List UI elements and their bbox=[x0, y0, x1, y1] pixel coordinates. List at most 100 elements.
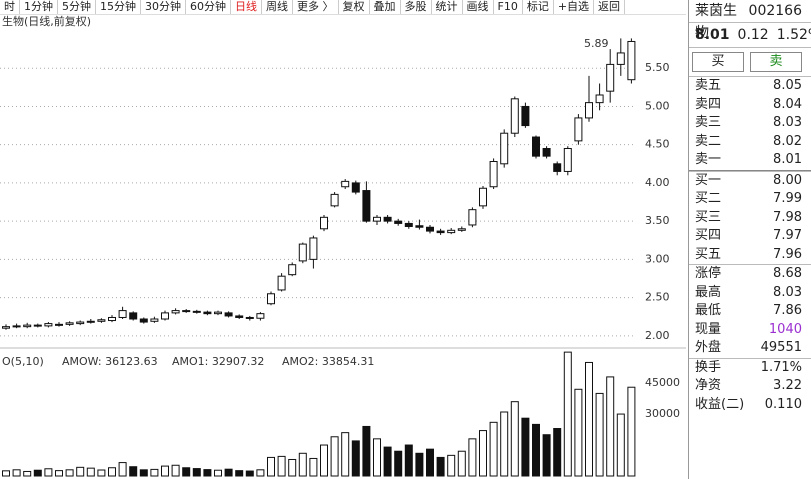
volume-bar bbox=[76, 466, 85, 477]
candle-body bbox=[256, 313, 265, 319]
quote-value: 7.99 bbox=[773, 191, 802, 206]
toolbar-item[interactable]: 统计 bbox=[432, 0, 463, 14]
toolbar-item[interactable]: 画线 bbox=[463, 0, 494, 14]
volume-bar bbox=[606, 376, 615, 477]
volume-bar bbox=[426, 448, 434, 477]
volume-bar bbox=[436, 456, 445, 477]
candle-body bbox=[383, 216, 392, 222]
quote-label: 最低 bbox=[695, 303, 722, 318]
toolbar-item[interactable]: 叠加 bbox=[370, 0, 401, 14]
volume-bar bbox=[182, 467, 191, 477]
candle-body bbox=[510, 98, 519, 134]
volume-bar bbox=[277, 455, 286, 477]
toolbar-item[interactable]: +自选 bbox=[554, 0, 595, 14]
order-book: 卖五 8.05 卖四 8.04 卖三 8.03 卖二 8.02 卖一 8.01 买一 8.00 买二 7.… bbox=[689, 76, 811, 414]
quote-label: 卖一 bbox=[695, 152, 722, 167]
indicator-value: AMO1: 32907.32 bbox=[172, 355, 264, 368]
candle-body bbox=[341, 180, 350, 188]
quote-row: 买五 7.96 bbox=[689, 246, 811, 265]
candle-body bbox=[55, 323, 63, 326]
toolbar-item[interactable]: 5分钟 bbox=[58, 0, 96, 14]
candle-body bbox=[76, 321, 85, 325]
candle-body bbox=[129, 312, 138, 320]
toolbar-item[interactable]: 15分钟 bbox=[96, 0, 141, 14]
candle-body bbox=[298, 243, 307, 262]
quote-value: 8.01 bbox=[773, 152, 802, 167]
volume-bar bbox=[161, 465, 169, 477]
volume-bar bbox=[171, 464, 180, 477]
candle-body bbox=[351, 182, 360, 193]
chart: 生物(日线,前复权) 5.89 2.00 2.50 3.00 3.50 4.00 4.50… bbox=[0, 14, 686, 477]
candle-body bbox=[362, 190, 371, 222]
indicator-value: AMO2: 33854.31 bbox=[282, 355, 374, 368]
y-tick-label: 45000 bbox=[645, 376, 680, 389]
candle-body bbox=[574, 117, 583, 142]
toolbar-item[interactable]: 时 bbox=[0, 0, 20, 14]
candle-body bbox=[161, 312, 169, 320]
toolbar-item[interactable]: 日线 bbox=[231, 0, 262, 14]
volume-bar bbox=[447, 454, 456, 477]
quote-label: 买三 bbox=[695, 209, 722, 225]
toolbar-item[interactable]: 更多 〉 bbox=[293, 0, 339, 14]
candle-body bbox=[500, 132, 509, 165]
candle-body bbox=[277, 275, 286, 291]
candle-body bbox=[489, 161, 498, 188]
toolbar-item[interactable]: 1分钟 bbox=[20, 0, 58, 14]
quote-label: 卖五 bbox=[695, 78, 722, 93]
candle-body bbox=[532, 136, 540, 157]
y-tick-label: 3.00 bbox=[645, 252, 670, 265]
candle-body bbox=[203, 311, 212, 315]
volume-bar bbox=[129, 466, 138, 477]
quote-value: 8.04 bbox=[773, 96, 802, 112]
volume-bar bbox=[394, 450, 403, 477]
volume-bar bbox=[55, 470, 63, 477]
quote-row: 买四 7.97 bbox=[689, 227, 811, 246]
quote-value: 8.05 bbox=[773, 78, 802, 93]
volume-bar bbox=[97, 469, 106, 477]
toolbar-item[interactable]: 周线 bbox=[262, 0, 293, 14]
volume-bar bbox=[479, 430, 487, 477]
volume-bar bbox=[288, 458, 297, 477]
y-tick-label: 5.00 bbox=[645, 99, 670, 112]
buy-button[interactable]: 买 bbox=[692, 52, 744, 72]
volume-bar bbox=[320, 444, 328, 477]
candle-body bbox=[23, 324, 32, 328]
volume-bar bbox=[351, 440, 360, 477]
indicator-value: AMOW: 36123.63 bbox=[62, 355, 158, 368]
annotation: 5.89 bbox=[584, 37, 609, 50]
volume-bar bbox=[203, 469, 212, 477]
quote-value: 8.68 bbox=[773, 266, 802, 281]
price: 8.01 bbox=[695, 27, 730, 43]
toolbar-item[interactable]: 多股 bbox=[401, 0, 432, 14]
toolbar-item[interactable]: 30分钟 bbox=[141, 0, 186, 14]
pct: 1.52% bbox=[776, 27, 811, 43]
volume-bar bbox=[574, 388, 583, 477]
quote-row: 卖五 8.05 bbox=[689, 76, 811, 96]
volume-bar bbox=[150, 468, 159, 477]
candle-body bbox=[616, 52, 625, 65]
volume-bar bbox=[86, 467, 95, 477]
quote-value: 0.110 bbox=[764, 396, 802, 412]
toolbar-item[interactable]: 标记 bbox=[523, 0, 554, 14]
volume-bar bbox=[532, 423, 540, 477]
toolbar-item[interactable]: F10 bbox=[494, 0, 523, 14]
candle-body bbox=[595, 94, 604, 104]
candle-body bbox=[44, 323, 53, 327]
candle-body bbox=[118, 310, 127, 318]
candle-body bbox=[468, 209, 477, 226]
volume-bar bbox=[23, 470, 32, 477]
quote-label: 买二 bbox=[695, 191, 722, 206]
volume-bar bbox=[224, 468, 233, 477]
quote-value: 3.22 bbox=[773, 378, 802, 393]
candle-body bbox=[479, 187, 487, 207]
toolbar-item[interactable]: 60分钟 bbox=[186, 0, 231, 14]
candle-body bbox=[585, 102, 593, 119]
toolbar-item[interactable]: 返回 bbox=[594, 0, 626, 14]
volume-bar bbox=[341, 432, 350, 477]
stock-name: 莱茵生物 bbox=[695, 3, 737, 41]
toolbar-item[interactable]: 复权 bbox=[339, 0, 370, 14]
volume-bar bbox=[500, 411, 509, 477]
sell-button[interactable]: 卖 bbox=[750, 52, 802, 72]
quote-row: 外盘 49551 bbox=[689, 339, 811, 358]
